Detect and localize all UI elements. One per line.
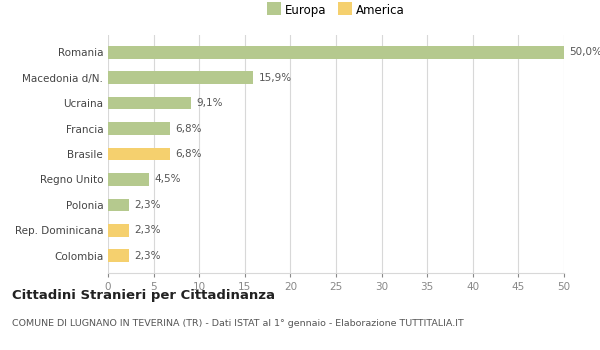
Bar — [108, 71, 253, 84]
Bar — [108, 148, 170, 160]
Bar — [108, 250, 129, 262]
Text: 4,5%: 4,5% — [155, 174, 181, 184]
Bar — [108, 224, 129, 237]
Text: 50,0%: 50,0% — [569, 47, 600, 57]
Text: 15,9%: 15,9% — [259, 73, 292, 83]
Bar — [108, 198, 129, 211]
Text: 2,3%: 2,3% — [134, 225, 161, 235]
Text: 2,3%: 2,3% — [134, 251, 161, 261]
Bar — [108, 46, 564, 58]
Legend: Europa, America: Europa, America — [265, 2, 407, 20]
Bar — [108, 97, 191, 110]
Text: COMUNE DI LUGNANO IN TEVERINA (TR) - Dati ISTAT al 1° gennaio - Elaborazione TUT: COMUNE DI LUGNANO IN TEVERINA (TR) - Dat… — [12, 318, 464, 328]
Text: 6,8%: 6,8% — [175, 149, 202, 159]
Bar — [108, 173, 149, 186]
Text: 9,1%: 9,1% — [196, 98, 223, 108]
Text: 6,8%: 6,8% — [175, 124, 202, 134]
Text: 2,3%: 2,3% — [134, 200, 161, 210]
Text: Cittadini Stranieri per Cittadinanza: Cittadini Stranieri per Cittadinanza — [12, 289, 275, 302]
Bar — [108, 122, 170, 135]
